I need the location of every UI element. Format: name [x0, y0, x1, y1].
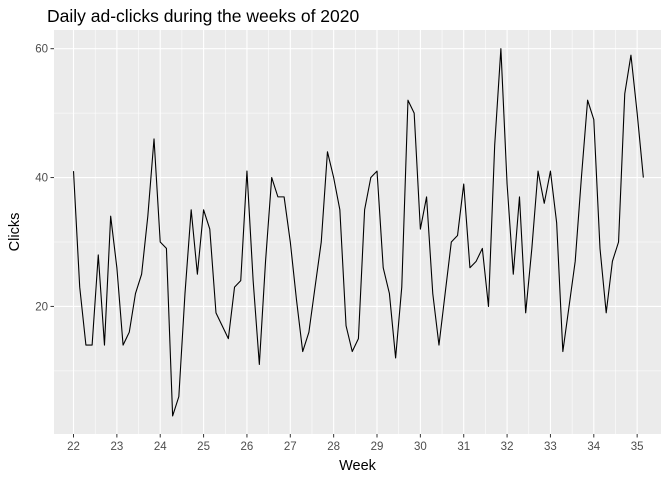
series-layer	[72, 48, 644, 417]
y-axis-title: Clicks	[7, 213, 23, 252]
y-axis: 20 40 60	[35, 44, 54, 313]
x-tick-label: 26	[241, 441, 254, 453]
plot-panel	[54, 30, 661, 434]
major-gridlines	[54, 30, 661, 434]
minor-gridlines	[54, 30, 661, 434]
x-tick-label: 25	[197, 441, 210, 453]
x-axis-title: Week	[339, 458, 377, 474]
x-axis: 22 23 24 25 26 27 28 29 30 31 32 33 34 35	[67, 434, 644, 453]
x-tick-label: 29	[371, 441, 384, 453]
x-tick-label: 32	[501, 441, 514, 453]
chart-title: Daily ad-clicks during the weeks of 2020	[47, 6, 360, 26]
x-tick-label: 22	[67, 441, 80, 453]
x-tick-label: 30	[414, 441, 427, 453]
x-tick-label: 33	[544, 441, 557, 453]
x-tick-label: 28	[327, 441, 340, 453]
series-line	[72, 48, 644, 417]
x-tick-label: 27	[284, 441, 297, 453]
y-tick-label: 40	[35, 173, 48, 185]
x-tick-label: 34	[587, 441, 600, 453]
y-tick-label: 60	[35, 44, 48, 56]
x-tick-label: 35	[631, 441, 644, 453]
x-tick-label: 24	[154, 441, 167, 453]
x-tick-label: 23	[110, 441, 123, 453]
x-tick-label: 31	[457, 441, 470, 453]
y-tick-label: 20	[35, 301, 48, 313]
